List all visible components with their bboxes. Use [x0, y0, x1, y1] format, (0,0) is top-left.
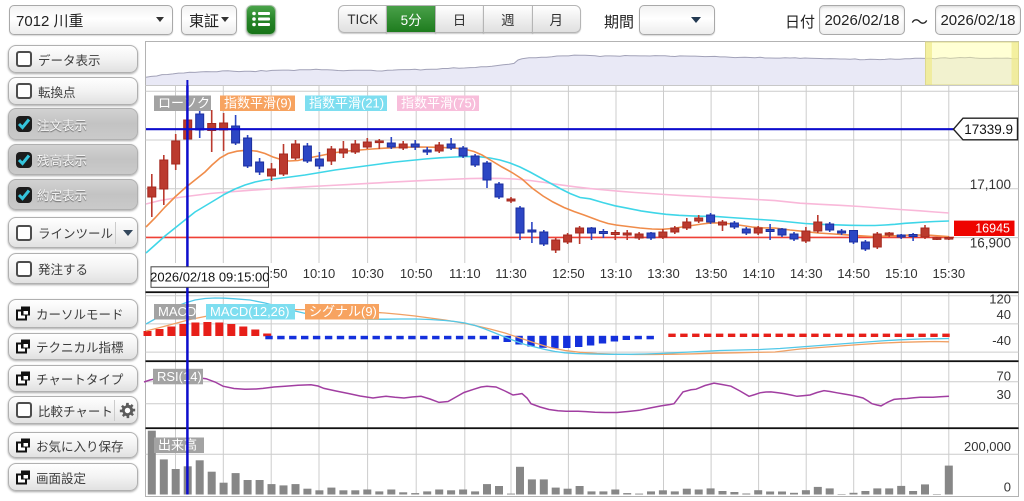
svg-text:10:30: 10:30: [351, 266, 384, 281]
svg-text:17339.9: 17339.9: [964, 122, 1013, 137]
svg-text:指数平滑(21): 指数平滑(21): [309, 96, 384, 111]
svg-text:10:50: 10:50: [400, 266, 433, 281]
svg-text:70: 70: [997, 369, 1011, 384]
svg-text:0: 0: [1004, 480, 1011, 495]
svg-text:MACD(12,26): MACD(12,26): [210, 304, 289, 319]
svg-text:出来高: 出来高: [158, 438, 197, 453]
svg-text:12:50: 12:50: [552, 266, 585, 281]
svg-text:13:10: 13:10: [600, 266, 633, 281]
svg-text:16,900: 16,900: [970, 235, 1011, 250]
svg-text:シグナル(9): シグナル(9): [309, 304, 377, 319]
svg-text:ローソク: ローソク: [158, 96, 210, 111]
svg-text:指数平滑(9): 指数平滑(9): [224, 96, 292, 111]
svg-text:30: 30: [997, 387, 1011, 402]
svg-text:MACD: MACD: [158, 304, 196, 319]
svg-text:-40: -40: [992, 333, 1011, 348]
svg-text:16945: 16945: [975, 222, 1010, 236]
svg-text:17,100: 17,100: [970, 177, 1011, 192]
svg-text:2026/02/18 09:15:00: 2026/02/18 09:15:00: [150, 270, 269, 285]
svg-text:11:10: 11:10: [449, 266, 481, 281]
svg-text:14:10: 14:10: [742, 266, 775, 281]
svg-text:15:30: 15:30: [933, 266, 966, 281]
svg-text:11:30: 11:30: [495, 266, 527, 281]
svg-text:40: 40: [997, 307, 1011, 322]
svg-text:200,000: 200,000: [964, 439, 1011, 454]
svg-text:13:50: 13:50: [695, 266, 728, 281]
svg-text:RSI(14): RSI(14): [157, 369, 202, 384]
svg-text:14:50: 14:50: [837, 266, 870, 281]
svg-text:120: 120: [989, 292, 1011, 307]
svg-text:13:30: 13:30: [647, 266, 680, 281]
svg-text:指数平滑(75): 指数平滑(75): [401, 96, 476, 111]
svg-text:10:10: 10:10: [303, 266, 336, 281]
svg-text:14:30: 14:30: [790, 266, 823, 281]
svg-text:15:10: 15:10: [885, 266, 918, 281]
